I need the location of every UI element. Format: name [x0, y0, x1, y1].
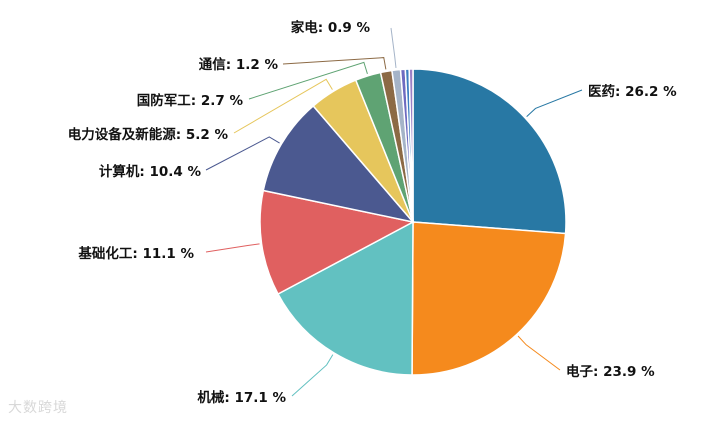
- pie-slice-minor-11: [408, 68, 414, 223]
- slice-label: 家电: 0.9 %: [291, 19, 371, 36]
- leader-line: [205, 136, 280, 171]
- leader-line: [390, 27, 397, 68]
- leader-line: [205, 243, 260, 253]
- leader-line: [517, 335, 561, 371]
- slice-label: 基础化工: 11.1 %: [78, 245, 194, 262]
- leader-line: [291, 354, 334, 397]
- slice-label: 计算机: 10.4 %: [99, 163, 202, 180]
- slice-label: 通信: 1.2 %: [199, 56, 279, 73]
- pie-slice-4: [262, 104, 416, 224]
- leader-line: [248, 61, 368, 100]
- pie-slice-3: [259, 189, 416, 296]
- slice-label: 医药: 26.2 %: [588, 83, 677, 100]
- leader-line: [282, 57, 387, 70]
- pie-slice-0: [412, 68, 567, 235]
- pie-slice-2: [276, 220, 414, 376]
- slice-label: 国防军工: 2.7 %: [137, 92, 244, 109]
- slice-label: 电子: 23.9 %: [566, 363, 655, 380]
- leader-line: [233, 78, 333, 134]
- leader-line: [526, 89, 583, 117]
- slice-label: 电力设备及新能源: 5.2 %: [68, 126, 229, 143]
- pie-slice-1: [411, 221, 567, 376]
- slice-label: 机械: 17.1 %: [197, 389, 286, 406]
- watermark: 大数跨境: [8, 400, 68, 416]
